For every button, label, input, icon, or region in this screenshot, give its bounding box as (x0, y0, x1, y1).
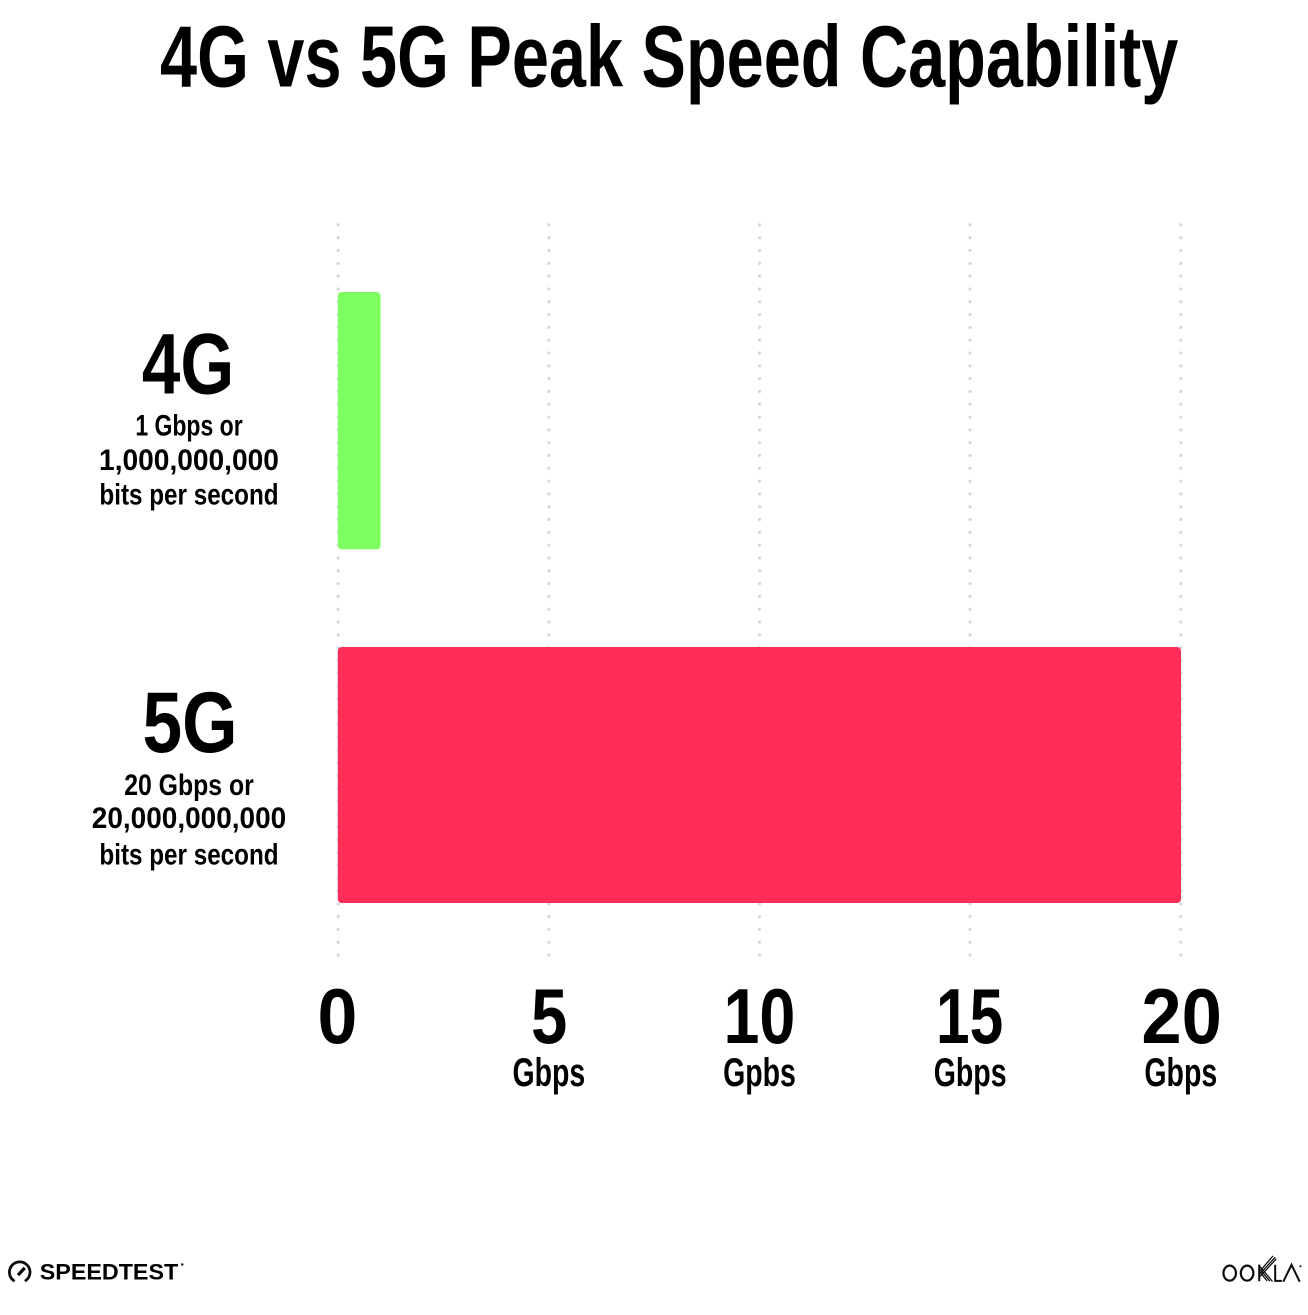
svg-text:10: 10 (723, 974, 795, 1060)
svg-text:SPEEDTEST: SPEEDTEST (40, 1259, 179, 1284)
svg-text:15: 15 (936, 974, 1003, 1060)
svg-text:4G vs 5G Peak Speed Capability: 4G vs 5G Peak Speed Capability (160, 9, 1178, 106)
svg-text:bits per second: bits per second (99, 479, 278, 512)
svg-text:1 Gbps or: 1 Gbps or (135, 410, 243, 443)
svg-text:Gbps: Gbps (1144, 1051, 1217, 1095)
svg-text:5: 5 (531, 974, 567, 1060)
svg-text:Gbps: Gbps (512, 1051, 585, 1095)
svg-text:5G: 5G (143, 675, 238, 771)
svg-text:1,000,000,000: 1,000,000,000 (99, 444, 279, 477)
svg-text:Gbps: Gbps (934, 1051, 1007, 1095)
svg-text:20: 20 (1141, 974, 1222, 1060)
svg-text:Gpbs: Gpbs (723, 1051, 796, 1095)
svg-text:20,000,000,000: 20,000,000,000 (92, 802, 286, 835)
svg-text:20 Gbps or: 20 Gbps or (124, 769, 254, 802)
svg-text:4G: 4G (142, 317, 234, 413)
svg-text:0: 0 (318, 974, 358, 1060)
svg-text:bits per second: bits per second (99, 838, 278, 871)
